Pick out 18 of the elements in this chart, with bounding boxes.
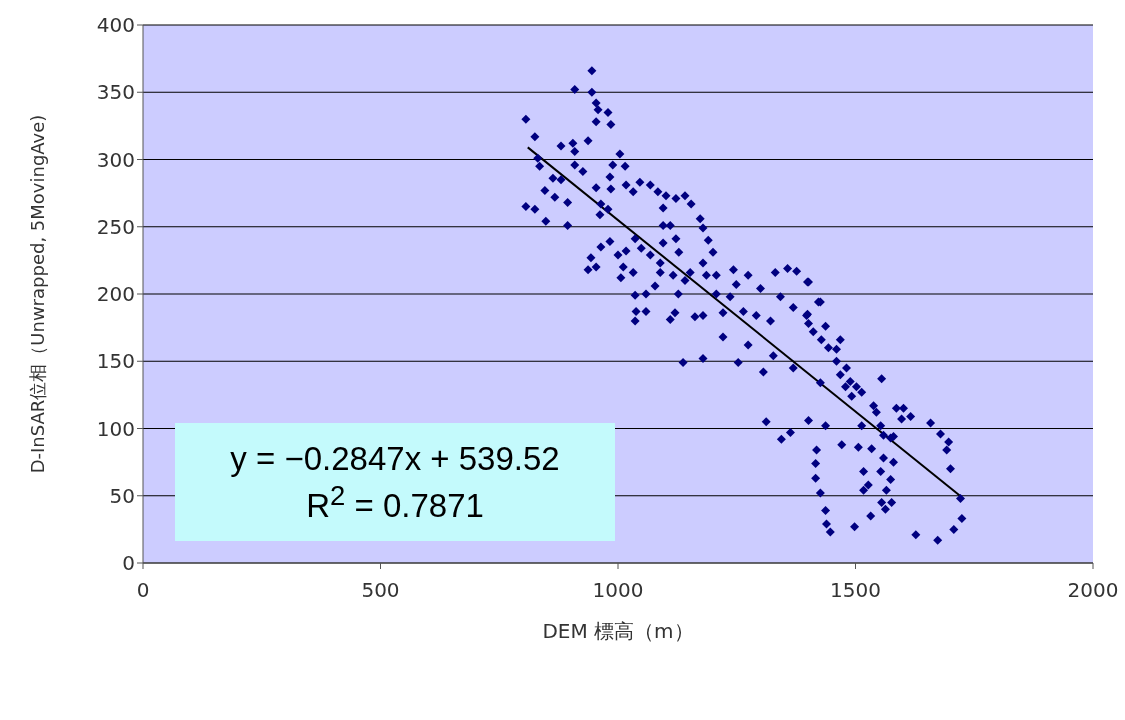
equation-box: y = −0.2847x + 539.52 R$^{2}$ = 0.7871 xyxy=(175,423,615,542)
x-tick-label: 1000 xyxy=(592,578,644,603)
y-tick-label: 250 xyxy=(96,214,135,239)
annotation: R$^{2}$ = 0.7871 xyxy=(305,479,485,527)
y-tick-label: 50 xyxy=(109,483,135,508)
y-tick-label: 150 xyxy=(96,349,135,374)
y-tick-label: 350 xyxy=(96,80,135,105)
y-tick-label: 400 xyxy=(96,13,135,38)
x-tick-label: 1500 xyxy=(830,578,881,603)
x-tick-label: 2000 xyxy=(1067,578,1119,603)
y-axis-title: D-InSAR位相（Unwrapped, 5MovingAve) xyxy=(27,114,49,474)
y-tick-label: 300 xyxy=(96,147,135,172)
y-tick-label: 0 xyxy=(122,551,135,576)
x-axis-title: DEM 標高（m） xyxy=(542,619,694,643)
annotation: y = −0.2847x + 539.52 xyxy=(229,439,561,480)
x-tick-label: 500 xyxy=(361,578,400,603)
y-tick-label: 200 xyxy=(96,282,135,307)
y-tick-label: 100 xyxy=(96,416,135,441)
